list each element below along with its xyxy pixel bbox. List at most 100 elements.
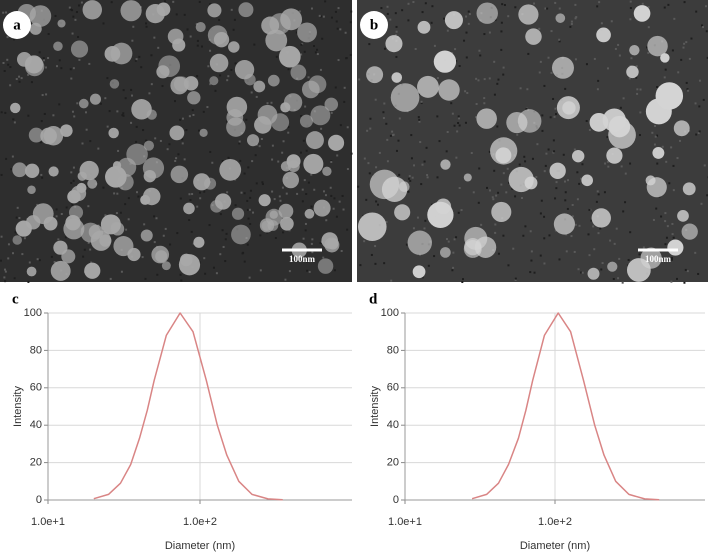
particle bbox=[155, 250, 168, 263]
noise bbox=[47, 33, 50, 36]
y-axis-label: Intensity bbox=[12, 386, 24, 427]
noise bbox=[570, 235, 573, 238]
noise bbox=[493, 169, 496, 172]
noise bbox=[81, 142, 84, 145]
noise bbox=[203, 257, 206, 260]
noise bbox=[544, 164, 547, 167]
noise bbox=[249, 189, 252, 192]
noise bbox=[251, 160, 254, 163]
noise bbox=[307, 181, 310, 184]
noise bbox=[463, 39, 466, 42]
noise bbox=[478, 167, 481, 170]
noise bbox=[325, 219, 328, 222]
noise bbox=[455, 156, 458, 159]
noise bbox=[386, 5, 389, 8]
noise bbox=[0, 235, 3, 238]
noise bbox=[303, 50, 306, 53]
noise bbox=[523, 155, 526, 158]
noise bbox=[410, 134, 413, 137]
particle bbox=[607, 261, 618, 272]
noise bbox=[540, 199, 543, 202]
micrograph: b 100nm bbox=[357, 0, 708, 284]
noise bbox=[522, 234, 525, 237]
noise bbox=[701, 24, 704, 27]
noise bbox=[183, 13, 186, 16]
noise bbox=[179, 273, 182, 276]
noise bbox=[665, 160, 668, 163]
noise bbox=[53, 261, 56, 264]
noise bbox=[581, 163, 584, 166]
noise bbox=[458, 117, 461, 120]
noise bbox=[621, 281, 624, 284]
noise bbox=[319, 68, 322, 71]
noise bbox=[330, 111, 333, 114]
particle bbox=[299, 114, 313, 128]
noise bbox=[287, 131, 290, 134]
noise bbox=[212, 266, 215, 269]
noise bbox=[530, 259, 533, 262]
noise bbox=[245, 118, 248, 121]
x-tick-label: 1.0e+1 bbox=[388, 516, 422, 528]
noise bbox=[188, 115, 191, 118]
noise bbox=[2, 61, 5, 64]
y-tick-label: 80 bbox=[30, 344, 42, 356]
particle bbox=[394, 204, 411, 221]
noise bbox=[554, 229, 557, 232]
noise bbox=[392, 133, 395, 136]
noise bbox=[664, 220, 667, 223]
noise bbox=[6, 58, 9, 61]
noise bbox=[363, 157, 366, 160]
noise bbox=[467, 22, 470, 25]
noise bbox=[181, 117, 184, 120]
noise bbox=[502, 172, 505, 175]
particle bbox=[412, 265, 426, 279]
noise bbox=[191, 193, 194, 196]
distribution-line bbox=[93, 312, 283, 501]
noise bbox=[615, 227, 618, 230]
particle bbox=[381, 176, 408, 203]
noise bbox=[408, 175, 411, 178]
noise bbox=[255, 182, 258, 185]
noise bbox=[488, 31, 491, 34]
noise bbox=[73, 115, 76, 118]
particle bbox=[12, 162, 27, 178]
y-tick-label: 40 bbox=[387, 419, 399, 431]
noise bbox=[316, 53, 319, 56]
noise bbox=[155, 217, 158, 220]
particle bbox=[126, 143, 148, 166]
noise bbox=[298, 10, 301, 13]
noise bbox=[145, 139, 148, 142]
noise bbox=[497, 191, 500, 194]
noise bbox=[588, 128, 591, 131]
noise bbox=[70, 181, 73, 184]
noise bbox=[564, 199, 567, 202]
particle bbox=[681, 223, 698, 240]
noise bbox=[407, 190, 410, 193]
panel-label: d bbox=[369, 291, 378, 307]
noise bbox=[302, 139, 305, 142]
noise bbox=[533, 271, 536, 274]
noise bbox=[514, 195, 517, 198]
noise bbox=[670, 257, 673, 260]
noise bbox=[655, 207, 658, 210]
particle bbox=[209, 53, 229, 73]
particle bbox=[269, 13, 291, 35]
particle bbox=[322, 166, 332, 176]
noise bbox=[446, 29, 449, 32]
noise bbox=[694, 102, 697, 105]
particle bbox=[50, 260, 71, 281]
noise bbox=[639, 88, 642, 91]
noise bbox=[477, 201, 480, 204]
noise bbox=[581, 271, 584, 274]
noise bbox=[287, 125, 290, 128]
noise bbox=[574, 3, 577, 6]
noise bbox=[277, 160, 280, 163]
noise bbox=[248, 276, 251, 279]
noise bbox=[475, 103, 478, 106]
noise bbox=[547, 56, 550, 59]
particle bbox=[652, 146, 665, 159]
noise bbox=[106, 77, 109, 80]
particle bbox=[68, 205, 84, 220]
noise bbox=[230, 68, 233, 71]
particle bbox=[267, 220, 279, 231]
